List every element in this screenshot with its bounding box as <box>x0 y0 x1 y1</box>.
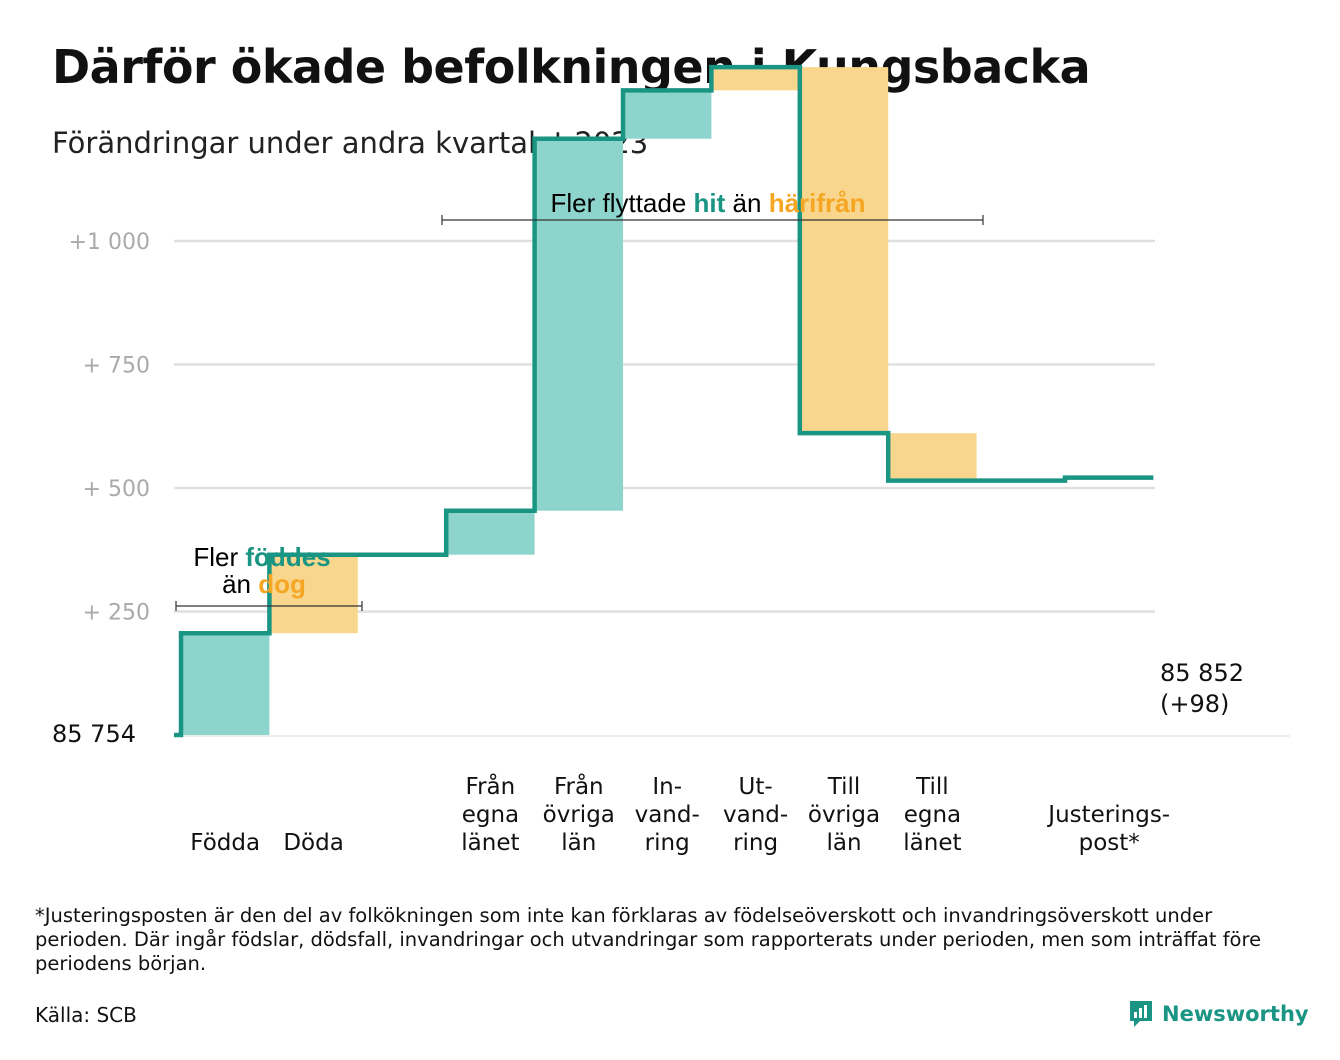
x-tick-label: ring <box>645 830 690 856</box>
births-annotation-highlight2: dog <box>258 569 306 599</box>
svg-text:Fler föddes: Fler föddes <box>193 542 330 572</box>
x-tick-label: länet <box>461 830 519 856</box>
x-tick-label: länet <box>903 830 961 856</box>
waterfall-bar <box>534 138 623 511</box>
waterfall-bar <box>446 510 535 555</box>
svg-text:än dog: än dog <box>222 569 306 599</box>
chart-title: Därför ökade befolkningen i Kungsbacka <box>52 40 1091 94</box>
x-tick-label: Till <box>827 774 861 800</box>
footnote: *Justeringsposten är den del av folkökni… <box>35 904 1262 975</box>
x-tick-label: Födda <box>190 830 260 856</box>
x-axis-labels: Födda DödaFrånegnalänetFrånövrigalänIn-va… <box>190 772 1170 856</box>
x-tick-label: Från <box>554 772 604 800</box>
x-tick-label: ring <box>733 830 778 856</box>
y-tick-label: +1 000 <box>69 230 150 255</box>
x-tick-label: In- <box>652 774 682 800</box>
gridlines <box>174 239 1290 737</box>
migration-annotation-prefix: Fler flyttade <box>550 188 686 218</box>
waterfall-bar <box>269 554 358 634</box>
x-tick-label: övriga <box>808 802 880 828</box>
births-annotation: Fler föddes än dog <box>175 542 363 611</box>
waterfall-bar <box>623 90 712 139</box>
newsworthy-logo-icon <box>1130 1001 1152 1027</box>
x-tick-label: vand- <box>723 802 788 828</box>
x-tick-label: Döda <box>283 830 343 856</box>
migration-annotation-mid: än <box>733 188 762 218</box>
step-line <box>174 64 1154 738</box>
y-axis-ticks: +1 000 + 750 + 500 + 250 <box>69 230 150 626</box>
x-tick-label: län <box>561 830 596 856</box>
births-annotation-highlight: föddes <box>245 542 330 572</box>
x-tick-label: Från <box>466 772 516 800</box>
end-value-label: 85 852 <box>1160 659 1244 687</box>
x-tick-label: övriga <box>543 802 615 828</box>
x-tick-label: egna <box>462 802 519 828</box>
x-tick-label: egna <box>904 802 961 828</box>
x-tick-label: Justerings- <box>1046 802 1170 828</box>
migration-annotation: Fler flyttade hit än härifrån <box>441 188 984 225</box>
start-value-label: 85 754 <box>52 720 136 748</box>
x-tick-label: Till <box>915 774 949 800</box>
waterfall-bar <box>181 633 270 735</box>
svg-text:Fler flyttade hit: Fler flyttade hit än härifrån <box>550 188 865 218</box>
x-tick-label: vand- <box>635 802 700 828</box>
births-annotation-prefix: Fler <box>193 542 238 572</box>
births-annotation-mid: än <box>222 569 251 599</box>
waterfall-bar <box>888 433 977 481</box>
x-tick-label: Ut- <box>739 774 773 800</box>
y-tick-label: + 750 <box>83 354 150 379</box>
x-tick-label: post* <box>1079 830 1140 856</box>
migration-annotation-highlight2: härifrån <box>769 188 866 218</box>
y-tick-label: + 250 <box>83 601 150 626</box>
x-tick-label: län <box>826 830 861 856</box>
step-line-path <box>174 64 1154 738</box>
waterfall-bar <box>711 67 800 91</box>
waterfall-chart: +1 000+ 750+ 500+ 250 Födda DödaFrånegnal… <box>52 64 1290 856</box>
waterfall-bar <box>799 67 889 434</box>
migration-annotation-highlight: hit <box>694 188 726 218</box>
y-tick-label: + 500 <box>83 477 150 502</box>
brand-name: Newsworthy <box>1162 1002 1309 1026</box>
brand-logo[interactable]: Newsworthy <box>1128 999 1309 1029</box>
bars <box>181 67 977 735</box>
source-label: Källa: SCB <box>35 1003 137 1027</box>
end-change-label: (+98) <box>1160 690 1229 718</box>
